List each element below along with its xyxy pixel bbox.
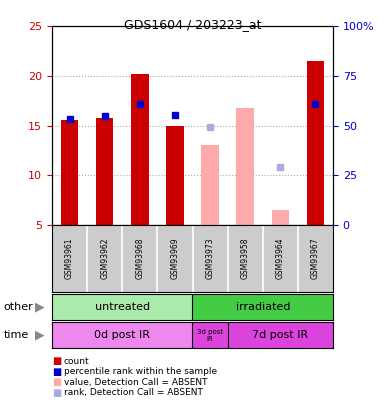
Text: ■: ■ — [52, 377, 61, 387]
Text: 0d post IR: 0d post IR — [94, 330, 150, 340]
Text: ▶: ▶ — [35, 300, 44, 313]
Text: percentile rank within the sample: percentile rank within the sample — [64, 367, 217, 376]
Text: GSM93961: GSM93961 — [65, 237, 74, 279]
Bar — [271, 210, 289, 225]
Bar — [61, 119, 78, 225]
Text: rank, Detection Call = ABSENT: rank, Detection Call = ABSENT — [64, 388, 203, 397]
Bar — [192, 294, 333, 320]
Text: value, Detection Call = ABSENT: value, Detection Call = ABSENT — [64, 378, 207, 387]
Bar — [52, 322, 192, 348]
Bar — [201, 145, 219, 225]
Text: ■: ■ — [52, 356, 61, 366]
Text: GSM93964: GSM93964 — [276, 237, 285, 279]
Bar — [52, 294, 192, 320]
Text: count: count — [64, 357, 89, 366]
Text: 3d post
IR: 3d post IR — [197, 328, 223, 342]
Text: 7d post IR: 7d post IR — [252, 330, 308, 340]
Text: GSM93968: GSM93968 — [135, 237, 144, 279]
Text: GSM93958: GSM93958 — [241, 237, 250, 279]
Bar — [228, 322, 333, 348]
Text: ■: ■ — [52, 388, 61, 398]
Text: untreated: untreated — [95, 302, 150, 312]
Text: GSM93969: GSM93969 — [171, 237, 179, 279]
Bar — [166, 126, 184, 225]
Bar — [192, 322, 228, 348]
Text: GSM93967: GSM93967 — [311, 237, 320, 279]
Text: GDS1604 / 203223_at: GDS1604 / 203223_at — [124, 18, 261, 31]
Bar — [307, 61, 324, 225]
Text: GSM93973: GSM93973 — [206, 237, 214, 279]
Text: ■: ■ — [52, 367, 61, 377]
Text: other: other — [4, 302, 33, 312]
Bar — [96, 117, 114, 225]
Text: time: time — [4, 330, 29, 340]
Text: irradiated: irradiated — [236, 302, 290, 312]
Bar — [131, 74, 149, 225]
Bar — [236, 108, 254, 225]
Text: GSM93962: GSM93962 — [100, 237, 109, 279]
Text: ▶: ▶ — [35, 328, 44, 342]
